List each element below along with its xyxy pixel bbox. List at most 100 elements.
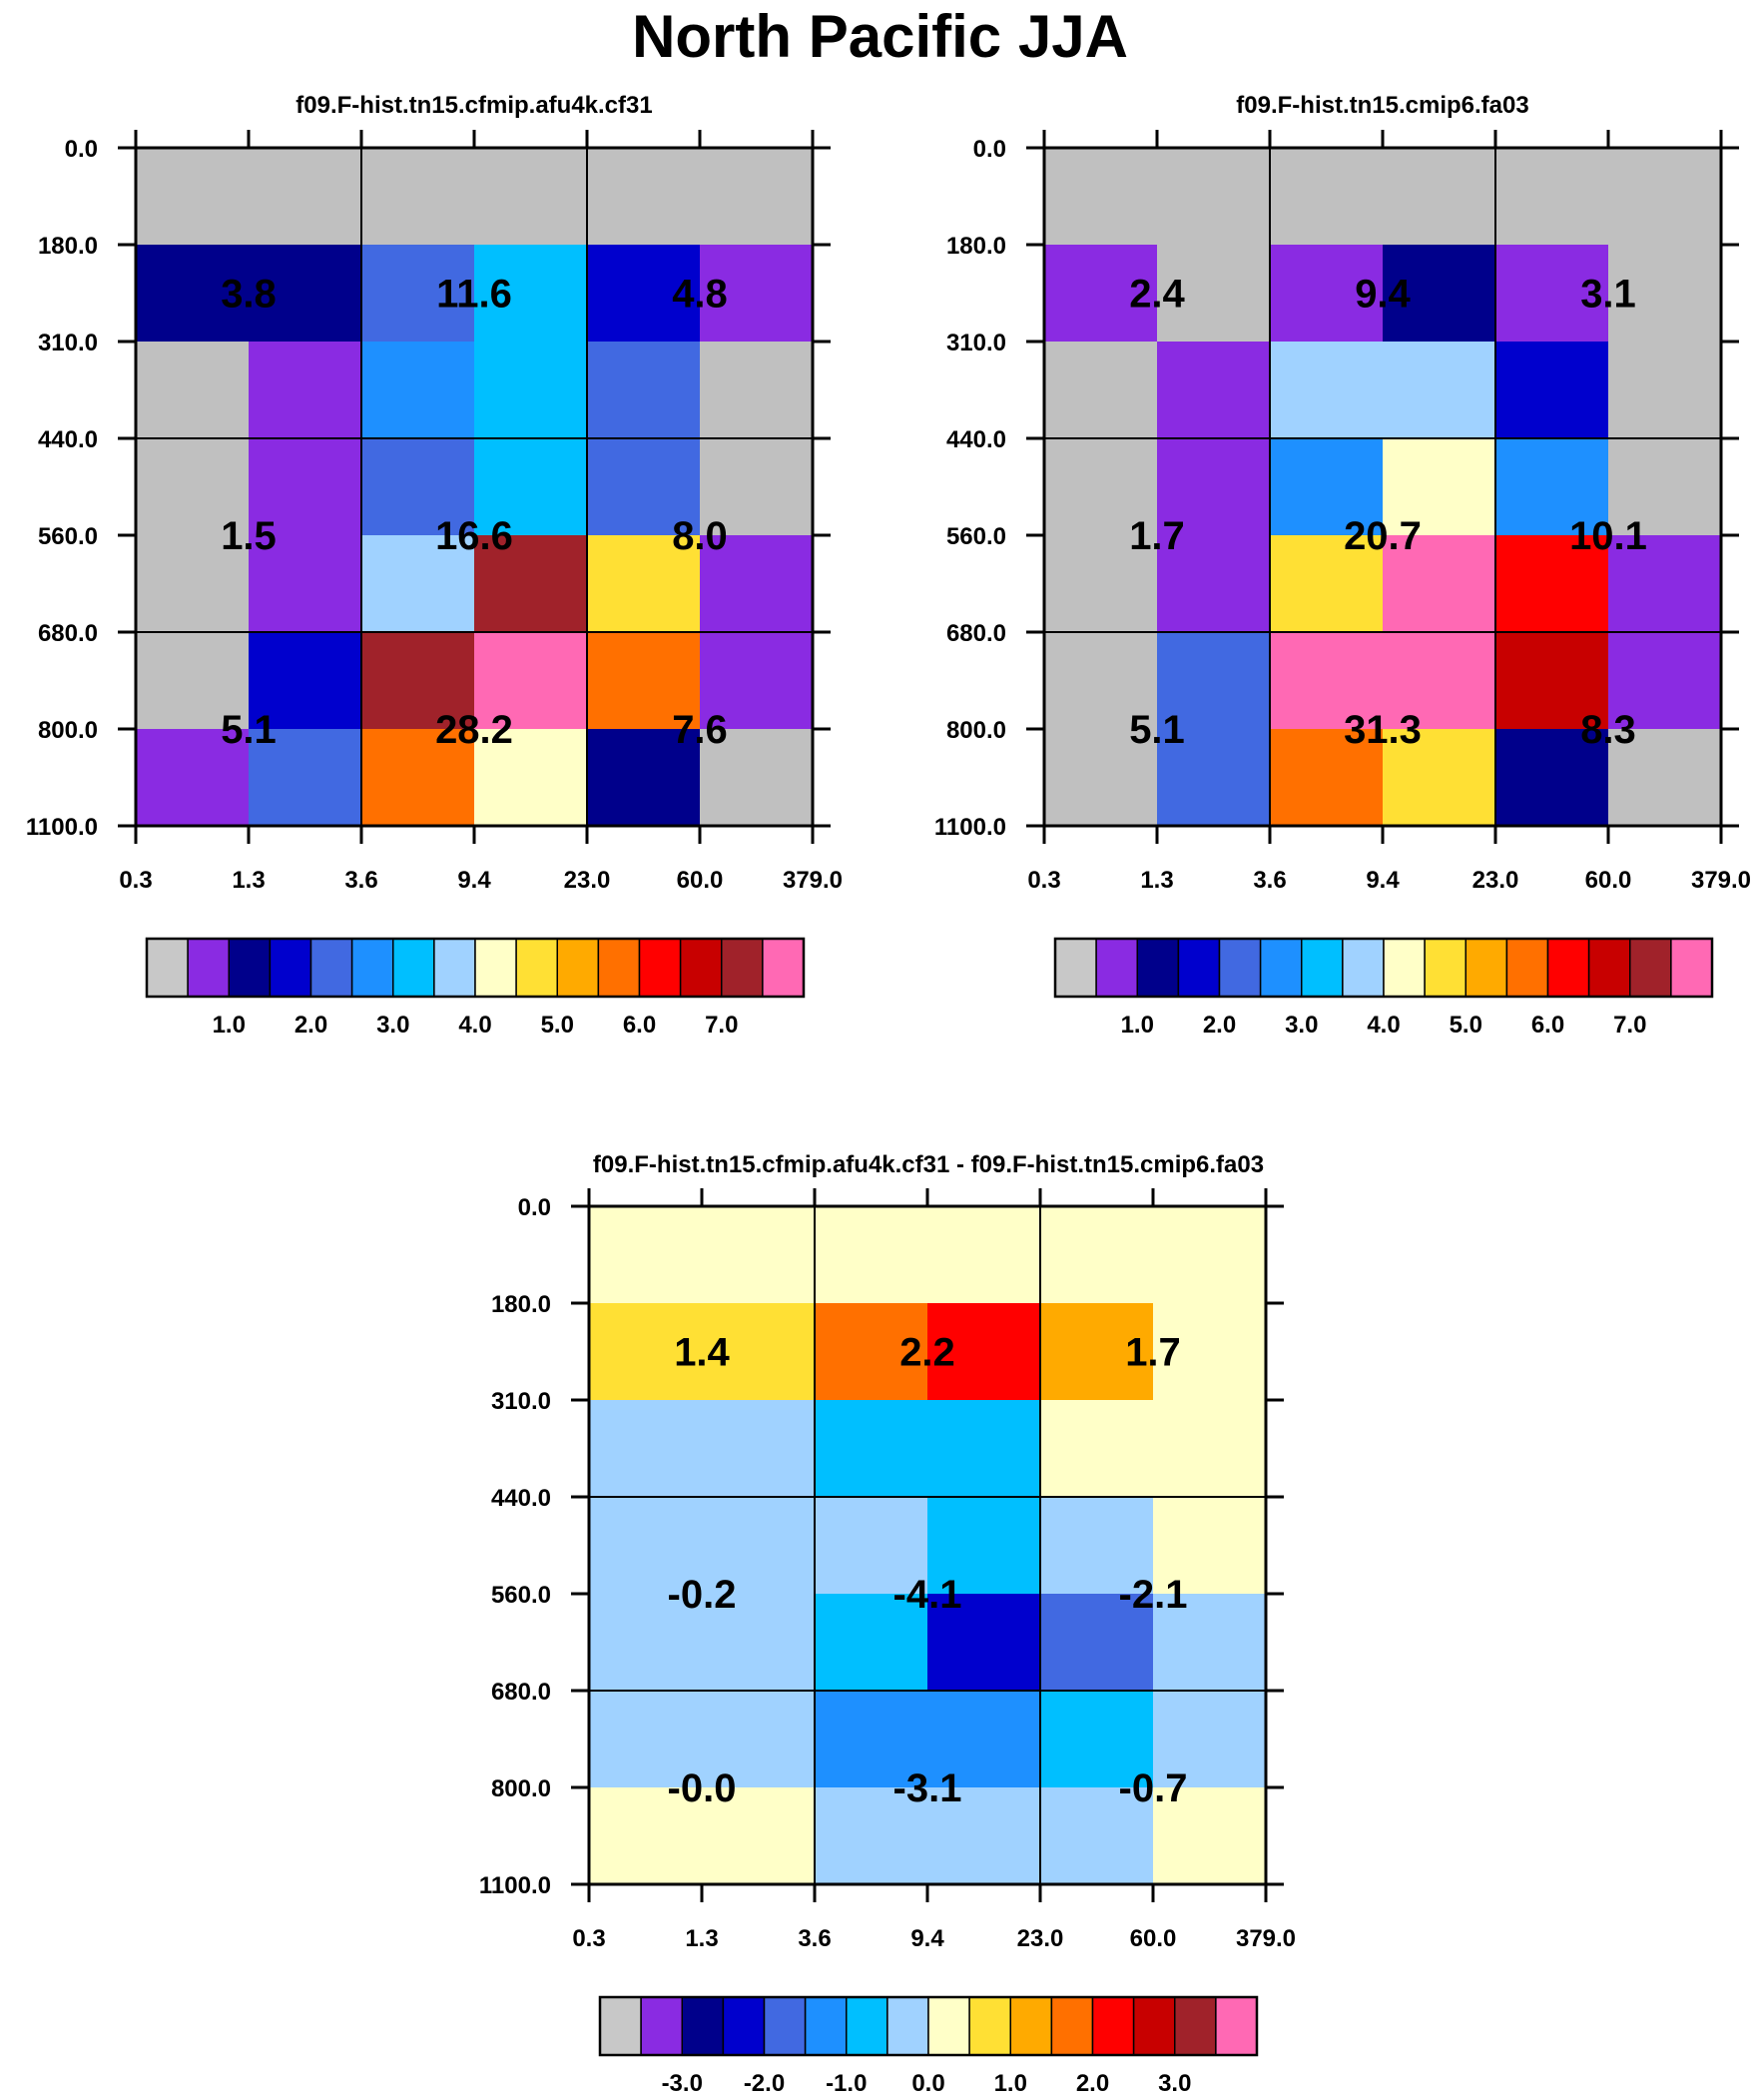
heatmap-cell — [815, 1303, 928, 1401]
heatmap-cell — [1040, 1594, 1154, 1692]
colorbar-tick-label: 2.0 — [1076, 2070, 1109, 2097]
heatmap-cell — [700, 342, 814, 439]
heatmap-cell — [1270, 535, 1384, 633]
heatmap-cell — [1270, 342, 1384, 439]
y-tick-label: 560.0 — [946, 523, 1006, 550]
heatmap-cell — [589, 1206, 703, 1304]
x-tick-label: 0.3 — [1027, 867, 1060, 894]
colorbar-tick-label: -3.0 — [662, 2070, 703, 2097]
colorbar-swatch — [1215, 1996, 1258, 2056]
colorbar-tick-label: -1.0 — [826, 2070, 867, 2097]
block-total-label: 1.4 — [674, 1331, 730, 1375]
heatmap-cell — [1153, 1303, 1267, 1401]
colorbar-tick-label: 5.0 — [541, 1012, 574, 1039]
heatmap-cell — [927, 1400, 1041, 1498]
heatmap-cell — [1153, 1691, 1267, 1788]
colorbar-swatch — [1218, 938, 1262, 998]
heatmap-cell — [1040, 1691, 1154, 1788]
colorbar-tick-label: 5.0 — [1450, 1012, 1482, 1039]
x-tick-label: 9.4 — [457, 867, 491, 894]
colorbar-swatch — [599, 1996, 642, 2056]
colorbar-tick-label: 1.0 — [994, 2070, 1027, 2097]
heatmap-cell — [136, 438, 250, 536]
colorbar-swatch — [1587, 938, 1631, 998]
heatmap-cell — [1383, 535, 1496, 633]
heatmap-cell — [700, 148, 814, 246]
y-tick-label: 680.0 — [946, 620, 1006, 647]
x-tick-label: 23.0 — [1017, 1925, 1064, 1952]
colorbar-swatch — [1054, 938, 1097, 998]
block-total-label: 28.2 — [435, 708, 513, 752]
heatmap-cell — [1040, 1303, 1154, 1401]
heatmap-cell — [1495, 535, 1609, 633]
y-tick-label: 560.0 — [38, 523, 98, 550]
colorbar-swatch — [1009, 1996, 1053, 2056]
colorbar-tick-label: -2.0 — [744, 2070, 785, 2097]
heatmap-cell — [361, 245, 475, 343]
heatmap-cell — [474, 148, 588, 246]
heatmap-cell — [1044, 148, 1158, 246]
colorbar-frame — [145, 937, 806, 999]
heatmap-cell — [589, 1497, 703, 1595]
heatmap-cell — [1157, 148, 1271, 246]
block-total-label: 31.3 — [1344, 708, 1422, 752]
heatmap-cell — [136, 148, 250, 246]
x-tick-label: 9.4 — [910, 1925, 944, 1952]
heatmap-cell — [1040, 1400, 1154, 1498]
y-tick-label: 800.0 — [491, 1775, 551, 1802]
heatmap-cell — [815, 1787, 928, 1885]
colorbar-swatch — [804, 1996, 848, 2056]
panel-3: 0.0 180.0 310.0 440.0 560.0 680.0 800.0 1100.0 0… — [479, 1188, 1296, 2097]
y-tick-label: 180.0 — [38, 233, 98, 260]
colorbar-swatch — [556, 938, 600, 998]
heatmap-cell — [249, 535, 362, 633]
heatmap-cell — [136, 632, 250, 730]
y-tick-label: 0.0 — [65, 136, 98, 163]
colorbar-swatch — [228, 938, 272, 998]
heatmap-cell — [1608, 632, 1722, 730]
block-total-label: -0.2 — [668, 1573, 737, 1617]
colorbar-swatch — [1546, 938, 1590, 998]
heatmap-cell — [700, 438, 814, 536]
heatmap-cell — [589, 1303, 703, 1401]
heatmap-cell — [1608, 535, 1722, 633]
heatmap-cell — [1153, 1787, 1267, 1885]
heatmap-cell — [361, 438, 475, 536]
heatmap-cell — [1157, 245, 1271, 343]
colorbar-swatch — [515, 938, 558, 998]
heatmap-cell — [587, 535, 701, 633]
colorbar-swatch — [392, 938, 435, 998]
block-total-label: -3.1 — [893, 1766, 962, 1810]
colorbar-swatch — [1629, 938, 1672, 998]
y-tick-label: 440.0 — [38, 426, 98, 453]
heatmap-cell — [474, 632, 588, 730]
heatmap-cell — [589, 1691, 703, 1788]
y-tick-label: 440.0 — [946, 426, 1006, 453]
heatmap-cell — [1044, 632, 1158, 730]
heatmap-cell — [1270, 729, 1384, 827]
block-total-label: 8.0 — [672, 514, 728, 558]
heatmap-cell — [1608, 342, 1722, 439]
heatmap-cell — [1495, 729, 1609, 827]
block-total-label: 9.4 — [1355, 273, 1411, 317]
colorbar-tick-label: 3.0 — [1285, 1012, 1318, 1039]
heatmap-cell — [1383, 342, 1496, 439]
colorbar-tick-label: 7.0 — [705, 1012, 738, 1039]
y-tick-label: 800.0 — [946, 717, 1006, 744]
colorbar-swatch — [640, 1996, 683, 2056]
heatmap-cell — [249, 438, 362, 536]
block-total-label: 4.8 — [672, 273, 728, 317]
colorbar-swatch — [886, 1996, 929, 2056]
colorbar-tick-label: 4.0 — [458, 1012, 491, 1039]
panel-1-title: f09.F-hist.tn15.cfmip.afu4k.cf31 — [295, 92, 653, 119]
colorbar-swatch — [1095, 938, 1138, 998]
heatmap-cell — [249, 342, 362, 439]
heatmap-cell — [1153, 1400, 1267, 1498]
heatmap-cell — [1270, 245, 1384, 343]
block-total-label: 2.2 — [899, 1331, 955, 1375]
heatmap-cell — [589, 1400, 703, 1498]
heatmap-cell — [1495, 632, 1609, 730]
heatmap-cell — [1157, 535, 1271, 633]
